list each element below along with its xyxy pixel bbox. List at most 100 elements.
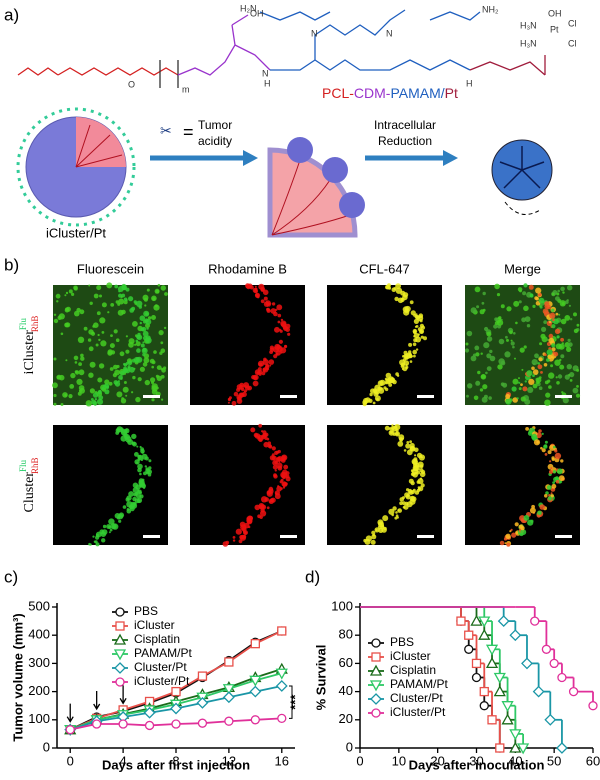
fluorescence-spot [100, 340, 107, 347]
chem-label: Cl [568, 18, 577, 28]
fluorescence-spot [486, 336, 493, 342]
chem-label: N [311, 28, 318, 38]
polymer-part: PAMAM [390, 85, 440, 101]
marker [478, 616, 491, 628]
fluorescence-spot [134, 492, 138, 496]
fluorescence-spot [409, 495, 415, 502]
fluorescence-spot [114, 284, 119, 289]
fluorescence-spot [156, 375, 162, 381]
fluorescence-spot [533, 439, 541, 446]
fluorescence-spot [273, 354, 278, 359]
marker [557, 672, 567, 683]
fluorescence-spot [541, 432, 544, 435]
fluorescence-spot [546, 485, 552, 490]
series: Cluster/Pt [360, 606, 568, 754]
fluorescence-spot [480, 352, 483, 355]
fluorescence-spot [525, 427, 529, 431]
fluorescence-spot [139, 366, 145, 372]
fluorescence-spot [511, 386, 517, 392]
row-sup: Flu [18, 460, 28, 473]
fluorescence-spot [535, 287, 542, 294]
fluorescence-spot [554, 452, 562, 460]
fluorescence-spot [520, 529, 527, 536]
fluorescence-spot [420, 335, 424, 339]
fluorescence-spot [554, 449, 558, 453]
fluorescence-spot [264, 432, 269, 437]
fluorescence-spot [282, 475, 286, 479]
fluorescence-spot [408, 490, 414, 495]
fluorescence-spot [562, 291, 565, 294]
fluorescence-spot [107, 350, 113, 356]
fluorescence-spot [419, 323, 424, 328]
fluorescence-spot [402, 358, 406, 362]
series: Cisplatin [360, 606, 522, 753]
fluorescence-spot [143, 310, 150, 317]
fluorescence-spot [555, 296, 560, 301]
fluorescence-spot [156, 365, 162, 370]
fluorescence-spot [548, 470, 553, 474]
y-tick-label: 80 [339, 627, 353, 642]
condition: Tumor [198, 118, 232, 132]
fluorescence-spot [396, 374, 400, 377]
fluorescence-spot [544, 399, 551, 406]
fluorescence-spot [370, 388, 376, 394]
fluorescence-spot [547, 450, 552, 455]
fluorescence-spot [92, 325, 96, 328]
fluorescence-spot [531, 366, 535, 371]
x-tick-label: 30 [469, 753, 483, 768]
fluorescence-spot [408, 352, 412, 356]
marker [493, 685, 506, 697]
series: PAMAM/Pt [360, 606, 530, 755]
fluorescence-spot [526, 324, 531, 328]
micrograph [464, 283, 581, 406]
fluorescence-spot [131, 433, 137, 440]
marker [568, 686, 579, 697]
fluorescence-spot [486, 331, 492, 337]
fluorescence-spot [101, 538, 106, 543]
fluorescence-spot [513, 332, 516, 335]
fluorescence-spot [252, 375, 258, 381]
fluorescence-spot [132, 321, 138, 327]
marker [479, 701, 489, 711]
fluorescence-spot [139, 472, 142, 476]
fluorescence-spot [403, 504, 409, 510]
fluorescence-spot [518, 377, 520, 380]
fluorescence-spot [572, 387, 579, 394]
y-tick-label: 100 [331, 598, 353, 613]
fluorescence-spot [141, 453, 148, 460]
fluorescence-spot [90, 398, 94, 401]
marker [470, 614, 483, 626]
fluorescence-spot [151, 360, 156, 365]
x-tick-label: 20 [430, 753, 444, 768]
marker [479, 686, 489, 697]
fluorescence-spot [559, 345, 563, 349]
micrograph [190, 423, 305, 547]
fluorescence-spot [98, 338, 101, 342]
fluorescence-spot [505, 398, 512, 405]
fluorescence-spot [496, 293, 501, 297]
fluorescence-spot [513, 300, 520, 307]
fluorescence-spot [557, 374, 563, 379]
fluorescence-spot [363, 538, 367, 543]
marker [275, 668, 288, 680]
fluorescence-spot [109, 343, 115, 349]
x-tick-label: 8 [172, 753, 179, 768]
fluorescence-spot [148, 466, 152, 470]
y-axis-label: % Survival [313, 645, 328, 711]
fluorescence-spot [102, 524, 107, 529]
fluorescence-spot [548, 385, 552, 389]
micrograph [327, 424, 442, 545]
fluorescence-spot [79, 387, 85, 394]
fluorescence-spot [123, 297, 128, 302]
legend-label: iCluster/Pt [390, 705, 446, 719]
fluorescence-spot [143, 471, 147, 476]
fluorescence-spot [272, 464, 278, 470]
legend-label: iCluster/Pt [134, 674, 190, 688]
fluorescence-spot [133, 300, 137, 304]
fluorescence-spot [540, 446, 543, 450]
fluorescence-spot [401, 367, 404, 370]
fluorescence-spot [258, 503, 265, 509]
chem-label: OH [548, 8, 562, 18]
condition: Reduction [378, 134, 432, 148]
fluorescence-spot [116, 428, 119, 431]
